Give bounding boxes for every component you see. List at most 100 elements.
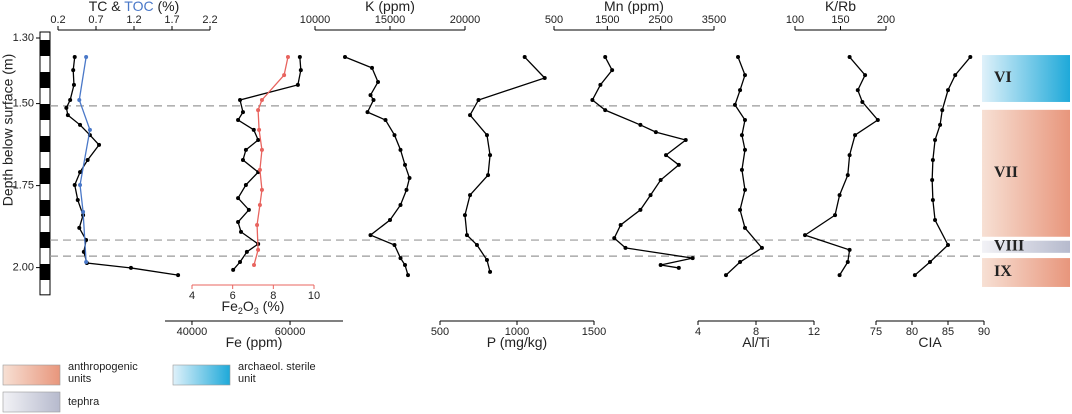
unit-box bbox=[982, 258, 1070, 287]
data-point bbox=[176, 273, 181, 278]
unit-label: IX bbox=[994, 263, 1012, 280]
axis-title-part: (%) bbox=[154, 0, 180, 14]
data-point bbox=[738, 88, 743, 93]
legend-swatch bbox=[172, 364, 231, 386]
y-tick-label: 1.50 bbox=[13, 98, 34, 110]
x-tick-label: 100 bbox=[786, 14, 804, 26]
data-point bbox=[484, 258, 489, 263]
data-point bbox=[484, 133, 489, 138]
axis-title-part: Fe (ppm) bbox=[226, 334, 283, 350]
data-point bbox=[77, 97, 82, 102]
legend-swatch bbox=[2, 364, 61, 386]
data-point bbox=[590, 97, 595, 102]
data-point bbox=[946, 88, 950, 93]
scale-block bbox=[40, 264, 50, 280]
x-tick-label: 2.2 bbox=[202, 14, 217, 26]
data-point bbox=[246, 207, 251, 212]
data-point bbox=[238, 97, 243, 102]
data-point bbox=[612, 236, 617, 241]
data-point bbox=[648, 193, 653, 198]
data-point bbox=[78, 182, 83, 187]
data-point bbox=[65, 113, 70, 118]
data-point bbox=[77, 225, 82, 230]
data-point bbox=[933, 218, 938, 223]
data-point bbox=[968, 55, 973, 60]
x-tick-label: 8 bbox=[753, 326, 759, 338]
data-point bbox=[676, 162, 681, 167]
data-point bbox=[370, 65, 374, 70]
data-point bbox=[847, 55, 852, 60]
x-tick-label: 75 bbox=[870, 326, 882, 338]
data-point bbox=[738, 207, 743, 212]
data-point bbox=[940, 108, 945, 113]
x-tick-label: 1500 bbox=[582, 326, 606, 338]
x-tick-label: 150 bbox=[831, 14, 849, 26]
profile-line bbox=[803, 56, 879, 276]
scale-block bbox=[40, 40, 50, 56]
data-point bbox=[468, 113, 473, 118]
data-point bbox=[256, 108, 261, 113]
data-point bbox=[468, 193, 473, 198]
data-point bbox=[251, 127, 256, 132]
scale-block bbox=[40, 104, 50, 120]
y-axis-label: Depth below surface (m) bbox=[0, 54, 16, 207]
y-tick-label: 1.75 bbox=[13, 180, 34, 192]
data-point bbox=[742, 147, 747, 152]
x-tick-label: 0.7 bbox=[88, 14, 103, 26]
data-point bbox=[259, 147, 264, 152]
x-tick-label: 12 bbox=[808, 326, 820, 338]
legend-label: tephra bbox=[68, 396, 100, 408]
data-point bbox=[240, 110, 245, 115]
data-point bbox=[392, 133, 397, 138]
data-point bbox=[837, 193, 842, 198]
data-point bbox=[376, 79, 380, 84]
data-point bbox=[653, 130, 658, 135]
x-tick-label: 10000 bbox=[300, 14, 331, 26]
data-point bbox=[78, 122, 83, 127]
x-tick-label: 8 bbox=[270, 290, 276, 302]
data-point bbox=[739, 167, 744, 172]
y-tick-label: 1.30 bbox=[13, 32, 34, 44]
data-point bbox=[365, 110, 370, 115]
data-point bbox=[542, 76, 547, 81]
data-point bbox=[282, 73, 287, 78]
data-point bbox=[690, 256, 695, 261]
x-tick-label: 40000 bbox=[177, 326, 208, 338]
unit-label: VII bbox=[994, 164, 1018, 181]
data-point bbox=[72, 55, 77, 60]
data-point bbox=[231, 267, 236, 272]
data-point bbox=[256, 138, 261, 143]
x-tick-label: 500 bbox=[431, 326, 449, 338]
data-point bbox=[236, 118, 241, 122]
scale-block bbox=[40, 72, 50, 88]
legend-label: anthropogenic bbox=[68, 361, 138, 373]
data-point bbox=[847, 153, 852, 158]
x-tick-label: 0.2 bbox=[50, 14, 65, 26]
scale-block bbox=[40, 200, 50, 216]
data-point bbox=[930, 158, 935, 163]
x-tick-label: 4 bbox=[189, 290, 195, 302]
data-point bbox=[297, 55, 302, 60]
data-point bbox=[938, 122, 943, 127]
data-point bbox=[462, 213, 467, 218]
data-point bbox=[398, 147, 403, 152]
profile-line bbox=[725, 56, 763, 276]
unit-label: VI bbox=[994, 69, 1012, 86]
scale-bar bbox=[39, 31, 51, 296]
data-point bbox=[853, 133, 858, 138]
legend-label: unit bbox=[238, 373, 256, 385]
data-point bbox=[84, 55, 89, 60]
data-point bbox=[404, 187, 409, 192]
x-tick-label: 1.7 bbox=[164, 14, 179, 26]
data-point bbox=[406, 273, 410, 278]
x-tick-label: 85 bbox=[942, 326, 954, 338]
data-point bbox=[946, 242, 950, 247]
data-point bbox=[683, 138, 688, 143]
data-point bbox=[71, 68, 76, 73]
data-point bbox=[255, 222, 260, 227]
data-point bbox=[860, 99, 865, 104]
data-point bbox=[259, 187, 264, 192]
data-point bbox=[845, 173, 850, 178]
axis-title: Fe (ppm) bbox=[226, 334, 283, 350]
